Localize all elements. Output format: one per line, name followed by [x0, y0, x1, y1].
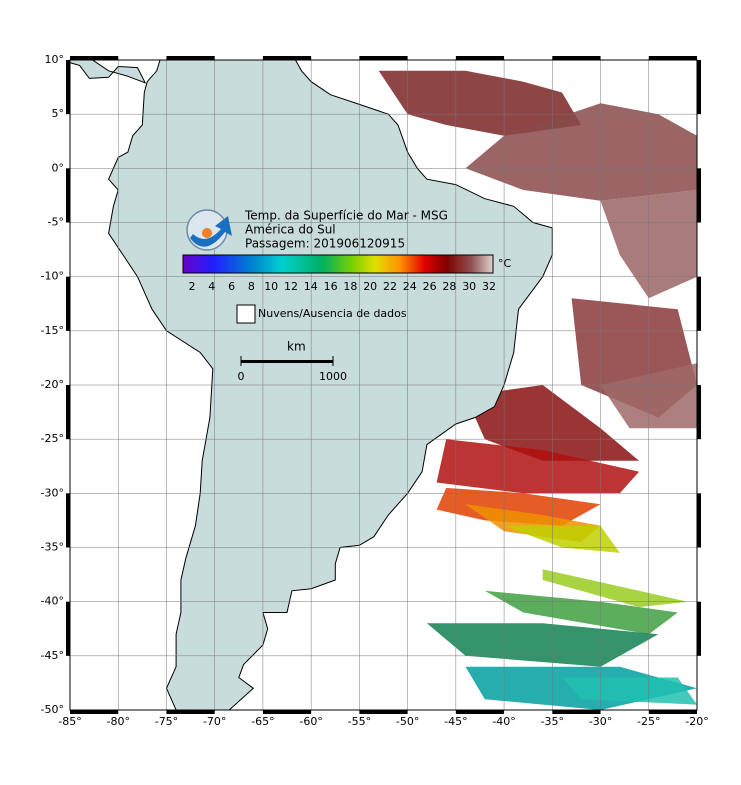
lat-tick-label: -20° [41, 378, 64, 391]
lon-tick-label: -75° [155, 715, 178, 728]
lat-tick-label: 5° [52, 107, 65, 120]
sst-patch [542, 569, 688, 608]
sst-patch [436, 439, 640, 494]
lat-tick-label: -45° [41, 649, 64, 662]
frame-segment [697, 60, 701, 115]
frame-segment [70, 56, 119, 60]
colorbar-tick-label: 10 [264, 280, 278, 293]
lat-tick-label: -40° [41, 595, 64, 608]
scale-bar [241, 360, 333, 363]
frame-segment [262, 56, 312, 60]
colorbar-tick-label: 4 [208, 280, 215, 293]
colorbar-tick-label: 16 [324, 280, 338, 293]
frame-segment [66, 168, 70, 223]
colorbar-tick-label: 22 [383, 280, 397, 293]
lat-tick-label: -10° [41, 270, 64, 283]
lat-tick-label: -25° [41, 432, 64, 445]
colorbar-tick-label: 26 [423, 280, 437, 293]
frame-segment [648, 56, 697, 60]
sst-patch [562, 677, 697, 705]
frame-segment [166, 710, 215, 714]
lat-tick-label: -35° [41, 541, 64, 554]
frame-segment [66, 60, 70, 115]
sst-patch [465, 103, 697, 201]
region: América do Sul [245, 223, 336, 237]
colorbar-tick-label: 12 [284, 280, 298, 293]
land-area [70, 60, 147, 84]
colorbar-tick-label: 14 [304, 280, 318, 293]
logo [186, 209, 232, 251]
scale-tick-label: 1000 [319, 370, 347, 383]
lon-tick-label: -80° [106, 715, 129, 728]
sst-patch [504, 525, 620, 553]
frame-segment [262, 710, 312, 714]
colorbar-tick-label: 32 [482, 280, 496, 293]
lon-tick-label: -25° [637, 715, 660, 728]
lat-tick-label: -30° [41, 486, 64, 499]
colorbar-tick-label: 2 [189, 280, 196, 293]
land [70, 60, 553, 710]
title: Temp. da Superfície do Mar - MSG [244, 209, 448, 223]
frame-segment [455, 56, 505, 60]
frame-segment [697, 385, 701, 440]
lon-tick-label: -70° [203, 715, 226, 728]
lon-tick-label: -45° [444, 715, 467, 728]
scale-tick-label: 0 [238, 370, 245, 383]
scale-unit: km [287, 340, 306, 354]
frame-segment [66, 601, 70, 656]
lat-tick-label: -5° [48, 216, 64, 229]
frame-segment [66, 276, 70, 331]
frame-segment [455, 710, 505, 714]
colorbar-tick-label: 6 [228, 280, 235, 293]
lon-tick-label: -20° [685, 715, 708, 728]
frame-segment [648, 710, 697, 714]
lat-tick-label: -50° [41, 703, 64, 716]
frame-segment [359, 710, 408, 714]
lon-tick-label: -65° [251, 715, 274, 728]
frame [66, 56, 701, 714]
sst-patch [436, 487, 601, 526]
frame-segment [359, 56, 408, 60]
colorbar-tick-label: 18 [343, 280, 357, 293]
legend-swatch [236, 304, 256, 324]
sst-patch [378, 70, 582, 136]
frame-segment [66, 385, 70, 440]
lat-tick-label: 0° [52, 161, 65, 174]
lon-tick-label: -55° [348, 715, 371, 728]
lon-tick-label: -40° [492, 715, 515, 728]
frame-segment [552, 710, 601, 714]
frame-segment [166, 56, 215, 60]
colorbar-tick-label: 20 [363, 280, 377, 293]
lon-tick-label: -50° [396, 715, 419, 728]
lon-tick-label: -85° [58, 715, 81, 728]
frame-segment [552, 56, 601, 60]
graticule [70, 60, 697, 710]
colorbar-unit: °C [498, 257, 512, 270]
lat-tick-label: 10° [45, 53, 65, 66]
frame-segment [697, 601, 701, 656]
frame-segment [697, 276, 701, 331]
frame-segment [697, 493, 701, 548]
colorbar [182, 254, 494, 274]
lat-tick-label: -15° [41, 324, 64, 337]
sst-field [378, 70, 697, 710]
colorbar-tick-label: 28 [442, 280, 456, 293]
frame-segment [66, 493, 70, 548]
legend-label: Nuvens/Ausencia de dados [258, 307, 407, 320]
lon-tick-label: -30° [589, 715, 612, 728]
frame-segment [697, 168, 701, 223]
colorbar-tick-label: 8 [248, 280, 255, 293]
colorbar-tick-label: 24 [403, 280, 417, 293]
frame-segment [70, 710, 119, 714]
lon-tick-label: -60° [299, 715, 322, 728]
pass: Passagem: 201906120915 [245, 237, 405, 251]
lon-tick-label: -35° [541, 715, 564, 728]
colorbar-tick-label: 30 [462, 280, 476, 293]
